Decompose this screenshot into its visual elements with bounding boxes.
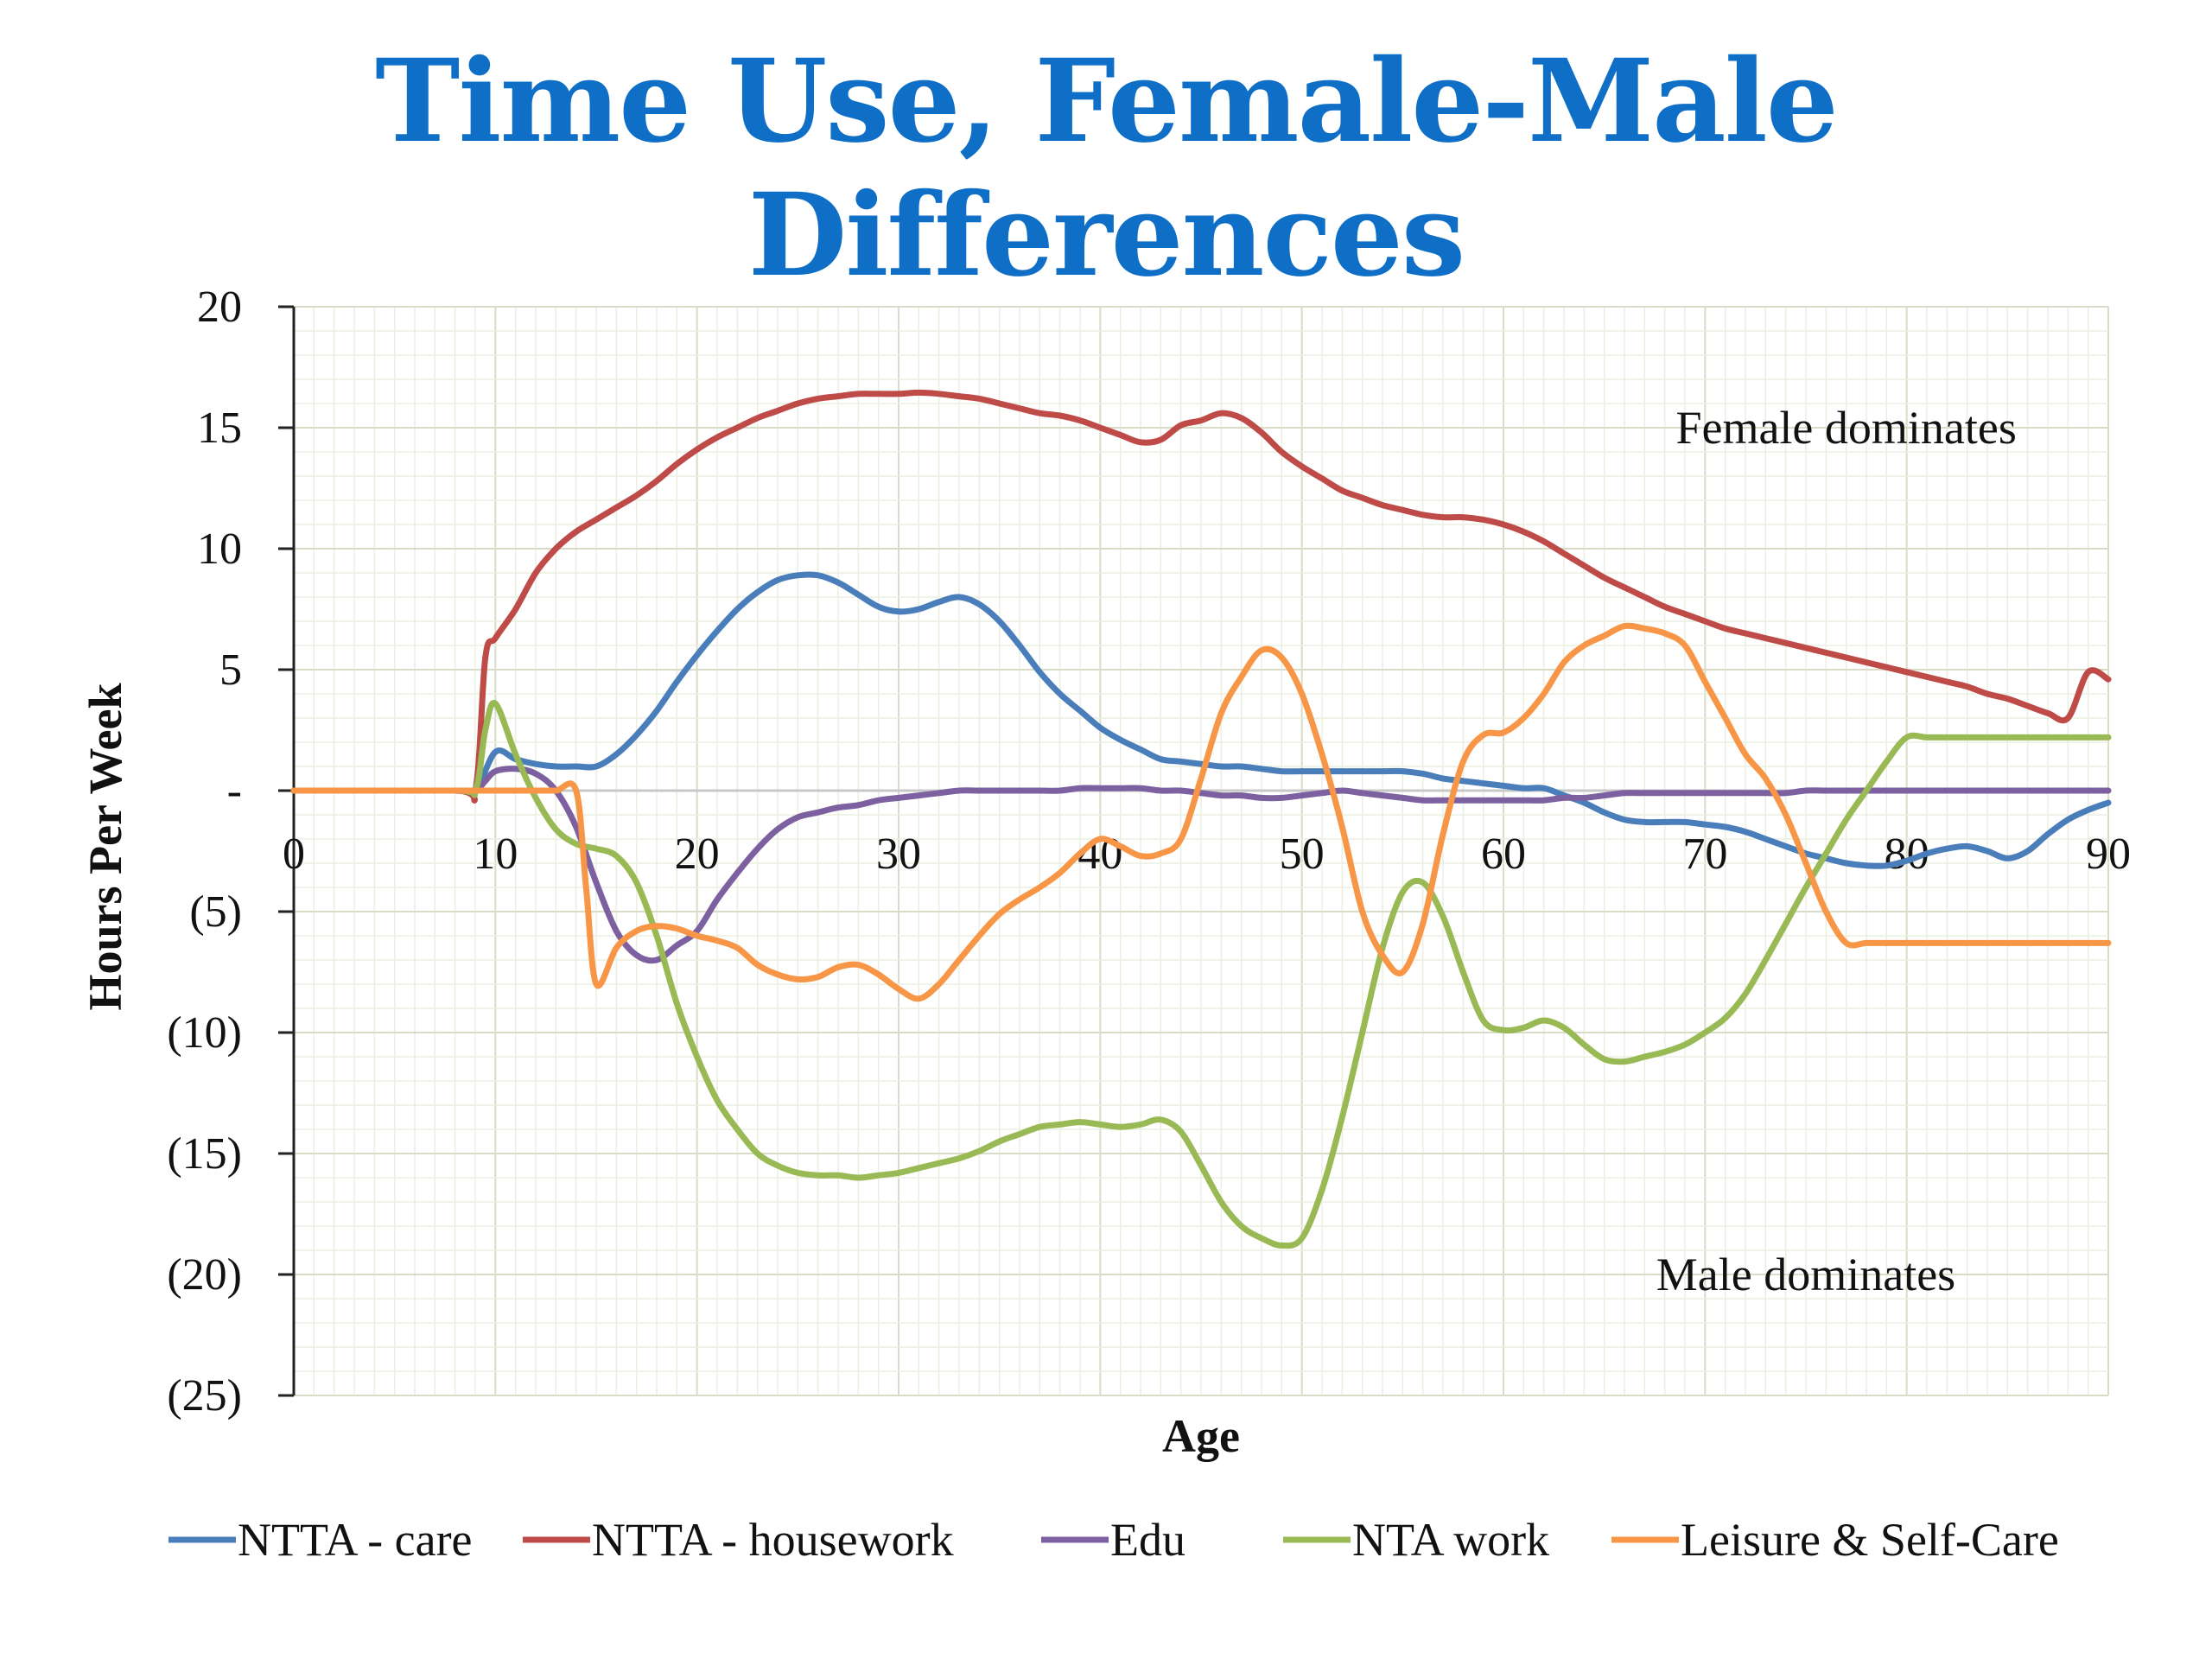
x-tick-label: 70	[1682, 830, 1727, 879]
x-tick-label: 30	[876, 830, 921, 879]
y-tick-label: -	[227, 766, 242, 816]
x-tick-label: 50	[1280, 830, 1325, 879]
x-tick-label: 10	[473, 830, 518, 879]
legend-label-ntta-care: NTTA - care	[238, 1514, 473, 1566]
y-tick-label: (20)	[167, 1250, 242, 1300]
x-tick-label: 90	[2086, 830, 2131, 879]
series-line-ntta-housework	[290, 389, 2112, 804]
y-tick-label: 15	[197, 404, 242, 453]
series-line-nta-work	[290, 699, 2112, 1249]
page-title: Time Use, Female-Male Differences	[375, 35, 1839, 302]
y-tick-label: 20	[197, 283, 242, 332]
legend-label-nta-work: NTA work	[1352, 1514, 1549, 1566]
y-tick-label: (15)	[167, 1129, 242, 1179]
y-tick-label: (25)	[167, 1371, 242, 1421]
series-line-leisure-self-care	[290, 622, 2112, 1002]
legend: NTTA - care NTTA - housework Edu NTA work Le…	[168, 1514, 2059, 1566]
legend-label-ntta-housework: NTTA - housework	[592, 1514, 954, 1566]
series-line-edu	[290, 766, 2112, 964]
annotations: Female dominates Male dominates	[1656, 402, 2017, 1300]
annotation-female-dominates: Female dominates	[1675, 402, 2016, 454]
y-axis-title: Hours Per Week	[79, 683, 131, 1011]
axes	[278, 305, 2108, 1397]
series-lines	[290, 389, 2112, 1249]
y-tick-label: 5	[219, 645, 242, 695]
x-tick-label: 0	[283, 830, 305, 879]
grid-lines	[293, 306, 2109, 1396]
x-axis-title: Age	[1162, 1410, 1240, 1462]
y-tick-label: 10	[197, 524, 242, 574]
annotation-male-dominates: Male dominates	[1656, 1249, 1955, 1300]
legend-label-edu: Edu	[1110, 1514, 1185, 1566]
y-tick-label: (5)	[189, 887, 242, 937]
y-tick-label: (10)	[167, 1008, 242, 1058]
legend-label-leisure-self-care: Leisure & Self-Care	[1681, 1514, 2059, 1566]
x-tick-label: 20	[675, 830, 720, 879]
x-tick-label: 60	[1481, 830, 1526, 879]
